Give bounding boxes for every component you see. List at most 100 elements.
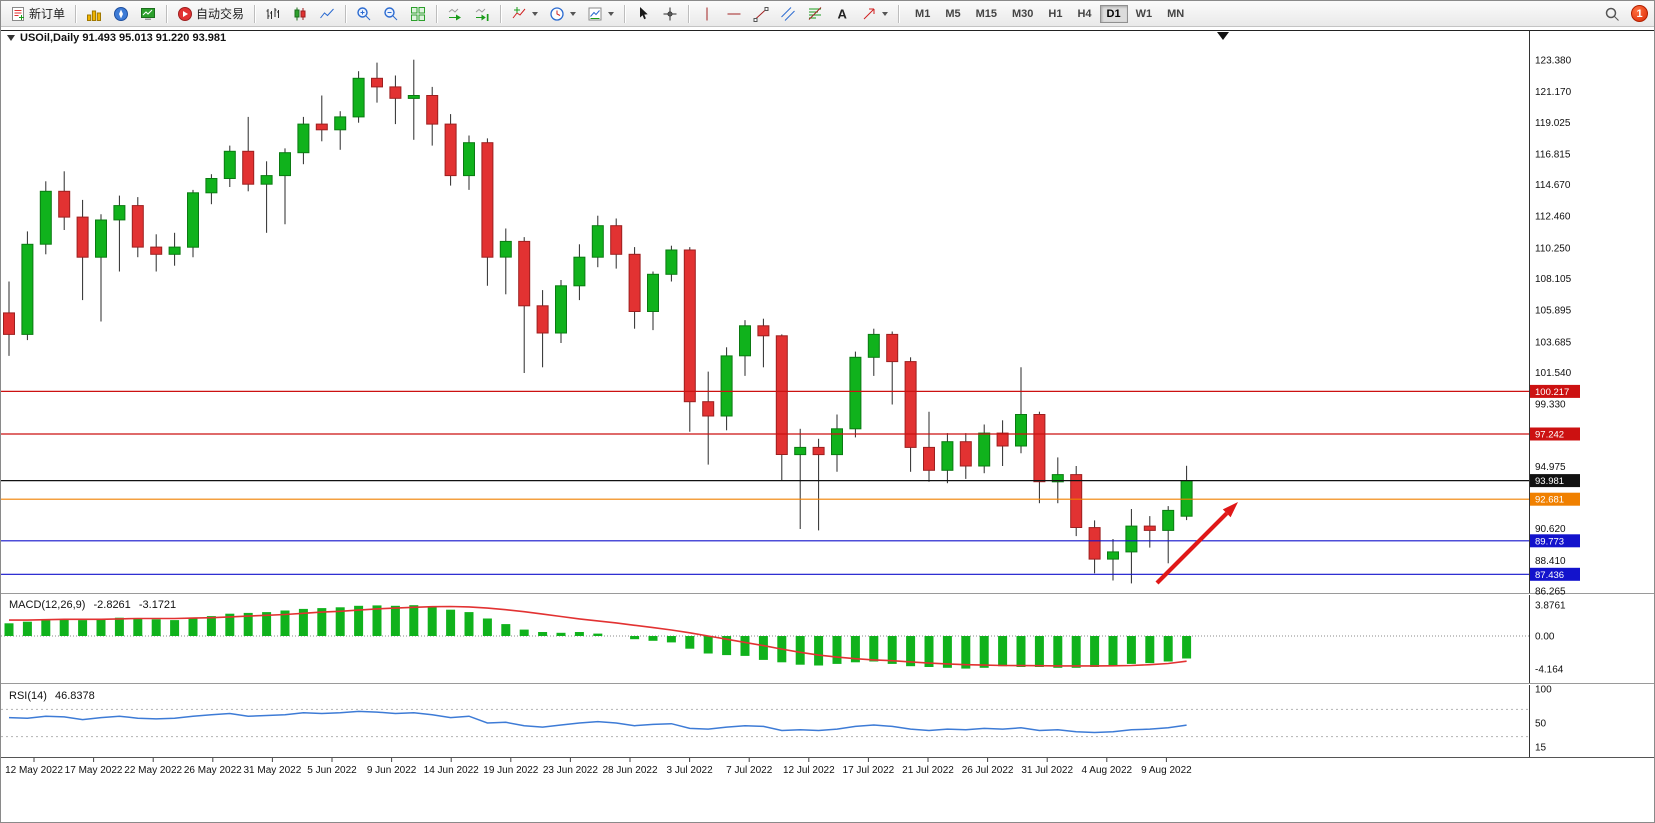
chart-title: USOil,Daily 91.493 95.013 91.220 93.981 xyxy=(7,32,226,44)
timeframe-button-h4[interactable]: H4 xyxy=(1070,5,1098,23)
macd-label: MACD(12,26,9) -2.8261 -3.1721 xyxy=(9,599,176,611)
text-tool-button[interactable]: A xyxy=(829,3,855,25)
svg-text:4 Aug 2022: 4 Aug 2022 xyxy=(1081,765,1132,776)
svg-text:17 Jul 2022: 17 Jul 2022 xyxy=(843,765,895,776)
svg-text:7 Jul 2022: 7 Jul 2022 xyxy=(726,765,773,776)
search-button[interactable] xyxy=(1599,3,1625,25)
dropdown-caret-icon xyxy=(608,11,615,16)
periods-button[interactable] xyxy=(544,3,581,25)
svg-text:31 Jul 2022: 31 Jul 2022 xyxy=(1021,765,1073,776)
chart-shift-icon xyxy=(475,8,489,21)
navigator-icon xyxy=(114,6,129,21)
svg-text:92.681: 92.681 xyxy=(1535,495,1564,506)
svg-text:103.685: 103.685 xyxy=(1535,337,1572,348)
toolbar-right-group: 1 xyxy=(1599,3,1650,25)
toolbar-separator xyxy=(166,4,168,23)
zoom-out-button[interactable] xyxy=(378,3,404,25)
channel-tool-button[interactable] xyxy=(775,3,801,25)
dropdown-caret-icon xyxy=(570,11,577,16)
navigator-button[interactable] xyxy=(108,3,134,25)
notifications-badge[interactable]: 1 xyxy=(1631,5,1648,22)
candlestick-mode-button[interactable] xyxy=(287,3,313,25)
auto-scroll-button[interactable] xyxy=(442,3,468,25)
timeframe-button-h1[interactable]: H1 xyxy=(1041,5,1069,23)
fibonacci-tool-button[interactable] xyxy=(802,3,828,25)
cursor-tool-button[interactable] xyxy=(630,3,656,25)
new-order-button[interactable]: 新订单 xyxy=(5,3,70,25)
svg-text:97.242: 97.242 xyxy=(1535,430,1564,441)
bar-chart-mode-button[interactable] xyxy=(260,3,286,25)
svg-text:94.975: 94.975 xyxy=(1535,462,1566,473)
horizontal-line-objects[interactable]: 100.217 97.242 93.981 92.681 89.773 87.436 xyxy=(1,384,1580,581)
svg-text:87.436: 87.436 xyxy=(1535,570,1564,581)
indicators-button[interactable] xyxy=(506,3,543,25)
timeframe-button-d1[interactable]: D1 xyxy=(1099,4,1128,23)
market-watch-button[interactable] xyxy=(81,3,107,25)
autotrading-icon xyxy=(178,6,193,21)
svg-text:114.670: 114.670 xyxy=(1535,180,1571,191)
crosshair-tool-button[interactable] xyxy=(657,3,683,25)
tile-windows-icon xyxy=(411,6,426,21)
svg-text:19 Jun 2022: 19 Jun 2022 xyxy=(483,765,538,776)
autotrading-button[interactable]: 自动交易 xyxy=(172,3,249,25)
new-order-label: 新订单 xyxy=(29,7,66,21)
macd-main-value: -2.8261 xyxy=(93,599,131,611)
svg-text:A: A xyxy=(838,6,848,21)
timeframe-button-m30[interactable]: M30 xyxy=(1005,5,1040,23)
timeframe-button-m5[interactable]: M5 xyxy=(938,5,967,23)
svg-text:100: 100 xyxy=(1535,685,1552,696)
terminal-button[interactable] xyxy=(135,3,161,25)
rsi-name: RSI(14) xyxy=(9,690,47,702)
price-axis: 123.380 121.170 119.025 116.815 114.670 112.4… xyxy=(1535,56,1572,598)
text-icon: A xyxy=(838,6,848,21)
templates-button[interactable] xyxy=(582,3,619,25)
svg-text:9 Aug 2022: 9 Aug 2022 xyxy=(1141,765,1192,776)
trendline-tool-button[interactable] xyxy=(748,3,774,25)
toolbar-separator xyxy=(75,4,77,23)
price-chart[interactable]: 100.21797.24293.98192.68189.77387.436123… xyxy=(1,27,1654,822)
svg-text:17 May 2022: 17 May 2022 xyxy=(65,765,123,776)
tile-windows-button[interactable] xyxy=(405,3,431,25)
one-click-collapse-icon[interactable] xyxy=(7,35,15,41)
svg-text:88.410: 88.410 xyxy=(1535,556,1566,567)
svg-text:3 Jul 2022: 3 Jul 2022 xyxy=(667,765,714,776)
timeframe-group: M1 M5 M15 M30 H1 H4 D1 W1 MN xyxy=(908,4,1191,23)
search-icon xyxy=(1605,7,1619,21)
vertical-line-tool-button[interactable] xyxy=(694,3,720,25)
scroll-to-end-marker[interactable] xyxy=(1217,32,1229,40)
chart-window[interactable]: 100.217 97.242 93.981 92.681 89.773 87.436 123… xyxy=(1,27,1654,822)
svg-text:23 Jun 2022: 23 Jun 2022 xyxy=(543,765,598,776)
arrows-tool-button[interactable] xyxy=(856,3,893,25)
line-chart-mode-button[interactable] xyxy=(314,3,340,25)
timeframe-button-mn[interactable]: MN xyxy=(1160,5,1191,23)
svg-text:101.540: 101.540 xyxy=(1535,368,1572,379)
svg-text:105.895: 105.895 xyxy=(1535,306,1572,317)
timeframe-button-w1[interactable]: W1 xyxy=(1129,5,1160,23)
new-order-icon xyxy=(12,6,24,21)
zoom-in-button[interactable] xyxy=(351,3,377,25)
timeframe-button-m15[interactable]: M15 xyxy=(969,5,1004,23)
auto-scroll-icon xyxy=(448,8,462,20)
svg-text:119.025: 119.025 xyxy=(1535,118,1571,129)
svg-text:12 May 2022: 12 May 2022 xyxy=(5,765,63,776)
svg-text:116.815: 116.815 xyxy=(1535,149,1571,160)
svg-text:50: 50 xyxy=(1535,719,1547,730)
rsi-panel: 100 50 15 xyxy=(1,685,1552,753)
arrow-object-icon xyxy=(863,8,875,19)
dropdown-caret-icon xyxy=(882,11,889,16)
chart-shift-button[interactable] xyxy=(469,3,495,25)
svg-text:12 Jul 2022: 12 Jul 2022 xyxy=(783,765,835,776)
svg-text:99.330: 99.330 xyxy=(1535,400,1566,411)
horizontal-line-tool-button[interactable] xyxy=(721,3,747,25)
svg-text:-4.164: -4.164 xyxy=(1535,665,1564,676)
trendline-icon xyxy=(753,6,769,22)
toolbar-separator xyxy=(345,4,347,23)
timeframe-button-m1[interactable]: M1 xyxy=(908,5,937,23)
zoom-in-icon xyxy=(357,6,371,20)
trend-arrow-object[interactable] xyxy=(1155,502,1238,585)
candlestick-icon xyxy=(294,7,306,20)
macd-name: MACD(12,26,9) xyxy=(9,599,86,611)
market-watch-icon xyxy=(87,10,102,21)
svg-text:3.8761: 3.8761 xyxy=(1535,601,1566,612)
